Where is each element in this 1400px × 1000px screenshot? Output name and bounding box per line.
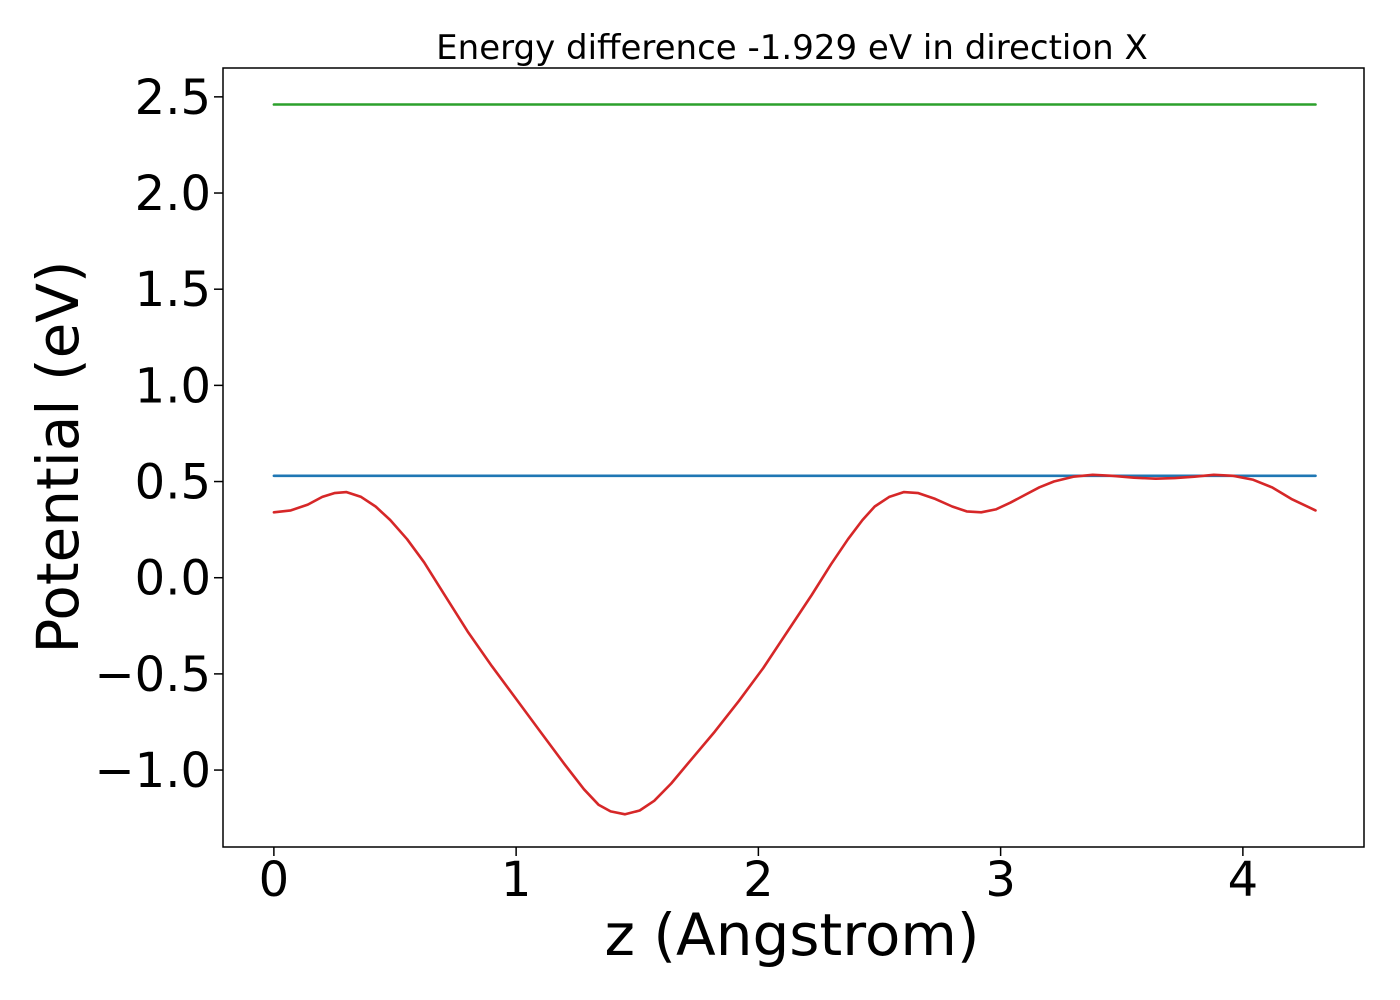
x-axis-label: z (Angstrom) xyxy=(605,901,980,969)
y-tick-label: 1.5 xyxy=(135,262,211,318)
x-tick-label: 1 xyxy=(501,852,532,908)
y-tick-label: −1.0 xyxy=(94,743,211,799)
x-axis-ticks: 0 1 2 3 4 xyxy=(259,847,1259,908)
x-tick-label: 3 xyxy=(985,852,1016,908)
x-tick-label: 0 xyxy=(259,852,290,908)
plot-area-frame xyxy=(222,67,1365,848)
y-axis-label: Potential (eV) xyxy=(24,260,92,653)
y-tick-label: −0.5 xyxy=(94,647,211,703)
series-2-line xyxy=(272,473,1317,816)
y-tick-label: 0.0 xyxy=(135,551,211,607)
y-tick-label: 2.0 xyxy=(135,166,211,222)
y-tick-label: 2.5 xyxy=(135,70,211,126)
y-axis-ticks: 2.5 2.0 1.5 1.0 0.5 0.0 −0.5 −1.0 xyxy=(94,70,223,799)
x-tick-label: 4 xyxy=(1228,852,1259,908)
chart-title: Energy difference -1.929 eV in direction… xyxy=(436,28,1148,68)
y-tick-label: 0.5 xyxy=(135,455,211,511)
x-tick-label: 2 xyxy=(743,852,774,908)
y-tick-label: 1.0 xyxy=(135,358,211,414)
series-layer xyxy=(272,103,1317,816)
